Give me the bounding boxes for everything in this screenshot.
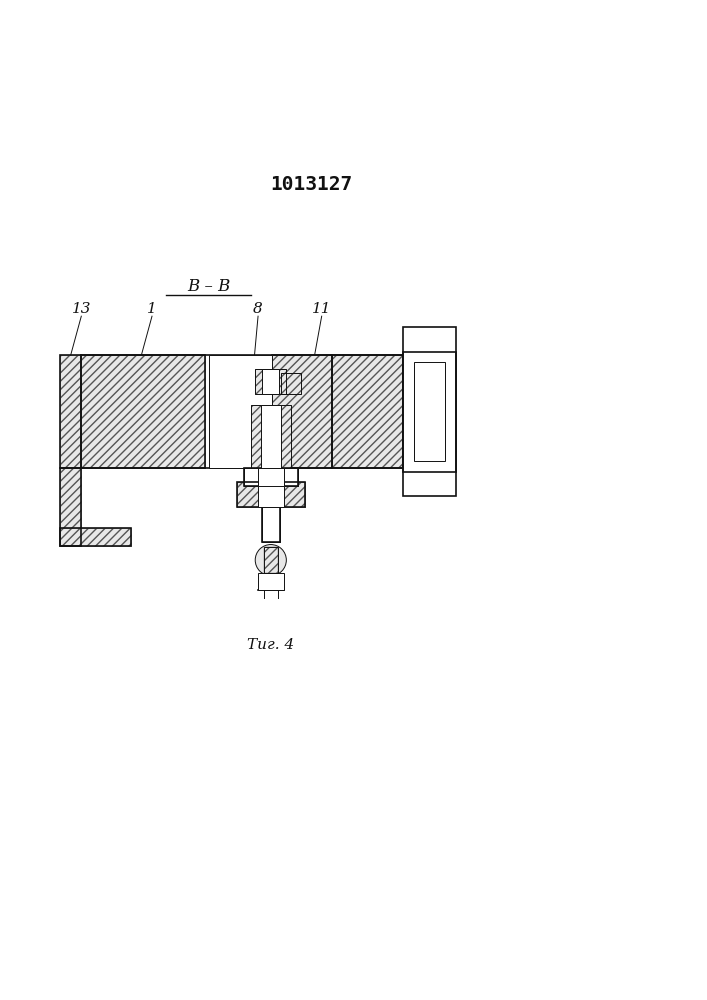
Bar	[262, 369, 279, 394]
Text: Τиг. 4: Τиг. 4	[247, 638, 294, 652]
Bar	[262, 507, 280, 542]
Bar	[237, 482, 305, 507]
Text: 1: 1	[147, 302, 157, 316]
Bar	[272, 355, 332, 468]
Bar	[332, 355, 403, 468]
Bar	[262, 507, 280, 542]
Bar	[281, 373, 301, 394]
Bar	[244, 468, 298, 486]
Bar	[251, 405, 291, 468]
Bar	[60, 355, 81, 468]
Text: 11: 11	[312, 302, 332, 316]
Bar	[209, 355, 272, 468]
Bar	[264, 547, 278, 573]
Text: B – B: B – B	[187, 278, 230, 295]
Bar	[403, 352, 456, 472]
Bar	[251, 405, 291, 468]
Circle shape	[255, 545, 286, 576]
Bar	[414, 366, 445, 458]
Bar	[81, 355, 205, 468]
Bar	[272, 355, 332, 468]
Bar	[60, 528, 131, 546]
Bar	[261, 405, 281, 468]
Bar	[81, 355, 205, 468]
Bar	[237, 482, 305, 507]
Bar	[255, 369, 286, 394]
Bar	[60, 355, 81, 468]
Bar	[414, 362, 445, 461]
Bar	[244, 468, 298, 486]
Bar	[262, 507, 280, 542]
Bar	[403, 352, 456, 472]
Bar	[258, 482, 284, 507]
Text: 13: 13	[71, 302, 91, 316]
Bar	[281, 373, 301, 394]
Bar	[60, 528, 131, 546]
Text: 1013127: 1013127	[270, 175, 352, 194]
Bar	[237, 482, 305, 507]
Bar	[60, 468, 81, 546]
Bar	[255, 369, 286, 394]
Bar	[244, 468, 298, 486]
Text: 8: 8	[253, 302, 263, 316]
Bar	[60, 468, 81, 546]
Bar	[332, 355, 403, 468]
Bar	[264, 547, 278, 573]
Bar	[403, 327, 456, 496]
Bar	[258, 468, 284, 486]
Bar	[258, 573, 284, 590]
